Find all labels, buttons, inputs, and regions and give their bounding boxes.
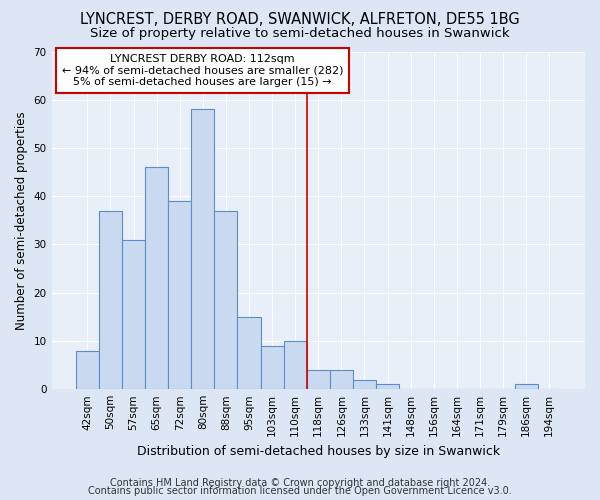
Bar — [76, 350, 99, 389]
Bar — [238, 317, 260, 389]
Bar — [214, 210, 238, 389]
Bar — [307, 370, 330, 389]
Bar — [515, 384, 538, 389]
Bar — [168, 201, 191, 389]
Bar — [191, 110, 214, 389]
Bar — [353, 380, 376, 389]
Bar — [330, 370, 353, 389]
Bar — [260, 346, 284, 389]
Text: LYNCREST, DERBY ROAD, SWANWICK, ALFRETON, DE55 1BG: LYNCREST, DERBY ROAD, SWANWICK, ALFRETON… — [80, 12, 520, 28]
Text: Contains public sector information licensed under the Open Government Licence v3: Contains public sector information licen… — [88, 486, 512, 496]
Text: LYNCREST DERBY ROAD: 112sqm
← 94% of semi-detached houses are smaller (282)
5% o: LYNCREST DERBY ROAD: 112sqm ← 94% of sem… — [62, 54, 344, 87]
Bar — [145, 168, 168, 389]
Text: Contains HM Land Registry data © Crown copyright and database right 2024.: Contains HM Land Registry data © Crown c… — [110, 478, 490, 488]
Bar — [122, 240, 145, 389]
Y-axis label: Number of semi-detached properties: Number of semi-detached properties — [15, 111, 28, 330]
Text: Size of property relative to semi-detached houses in Swanwick: Size of property relative to semi-detach… — [90, 28, 510, 40]
Bar — [284, 341, 307, 389]
X-axis label: Distribution of semi-detached houses by size in Swanwick: Distribution of semi-detached houses by … — [137, 444, 500, 458]
Bar — [376, 384, 399, 389]
Bar — [99, 210, 122, 389]
